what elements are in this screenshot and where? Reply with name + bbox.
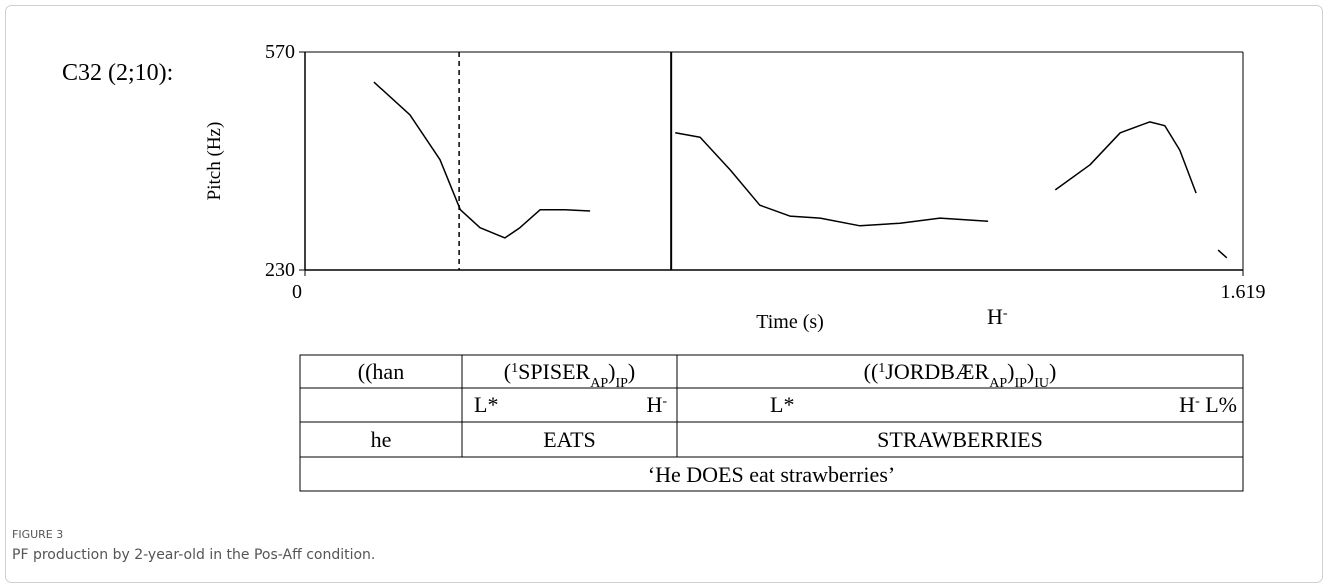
tone-left: L* (474, 392, 498, 417)
text-run: L* (474, 392, 498, 417)
text-run: AP (989, 376, 1007, 391)
text-run: - (662, 394, 667, 409)
text-run: ( (504, 359, 511, 384)
annotation: H- (987, 304, 1008, 329)
y-tick-label: 570 (265, 41, 295, 63)
tone-right: H- L% (1179, 392, 1237, 417)
x-tick-label: 0 (292, 281, 302, 303)
text-run: ) (1027, 359, 1034, 384)
x-tick-label: 1.619 (1221, 281, 1266, 303)
text-run: 1 (878, 361, 885, 376)
caption-text: PF production by 2-year-old in the Pos-A… (12, 547, 375, 563)
text-run: - (1003, 306, 1008, 321)
caption-label: FIGURE 3 (12, 528, 63, 541)
text-run: 1 (511, 361, 518, 376)
text-run: IP (615, 376, 628, 391)
text-run: H (646, 392, 662, 417)
frame (5, 5, 1323, 583)
text-run: ) (1049, 359, 1056, 384)
text-run: L% (1200, 392, 1237, 417)
text-run: - (1195, 394, 1200, 409)
text-run: SPISER (518, 359, 590, 384)
y-axis-label: Pitch (Hz) (204, 122, 225, 201)
header-cell: ((1JORDBÆRAP)IP)IU) (864, 359, 1057, 391)
text-run: JORDBÆR (885, 359, 989, 384)
text-run: H (1179, 392, 1195, 417)
text-run: ((han (358, 359, 404, 384)
gloss-cell: he (371, 427, 392, 452)
text-run: ) (628, 359, 635, 384)
text-run: L* (770, 392, 794, 417)
header-cell: ((han (358, 359, 404, 384)
tone-right: H- (646, 392, 667, 417)
text-run: IP (1014, 376, 1027, 391)
header-cell: (1SPISERAP)IP) (504, 359, 636, 391)
y-tick-label: 230 (265, 259, 295, 281)
tone-left: L* (770, 392, 794, 417)
text-run: ) (608, 359, 615, 384)
chart-title: C32 (2;10): (62, 60, 173, 86)
pitch-contour (373, 81, 1228, 259)
table-border (299, 354, 1244, 492)
text-run: H (987, 304, 1003, 329)
text-run: IU (1034, 376, 1049, 391)
text-run: AP (590, 376, 608, 391)
text-run: (( (864, 359, 879, 384)
gloss-cell: EATS (543, 427, 596, 452)
gloss-cell: STRAWBERRIES (877, 427, 1043, 452)
text-run: ) (1007, 359, 1014, 384)
x-axis-label: Time (s) (756, 311, 824, 333)
translation: ‘He DOES eat strawberries’ (648, 462, 895, 487)
